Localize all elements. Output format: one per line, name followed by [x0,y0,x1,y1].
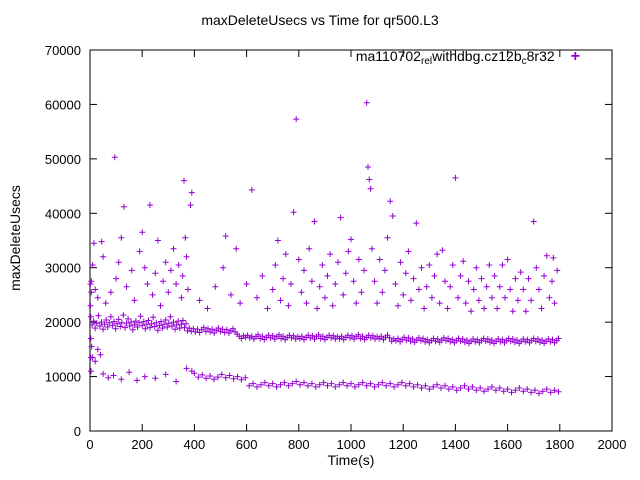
legend-label-part: 8r32 [526,48,555,64]
svg-text:10000: 10000 [45,370,81,385]
legend-label-part-sub: rel [420,56,433,67]
svg-text:400: 400 [184,437,206,452]
svg-text:800: 800 [288,437,310,452]
legend-label-part-sub: c [521,56,527,67]
svg-text:200: 200 [131,437,153,452]
legend-label-part: withdbg.cz12b [432,48,522,64]
legend: ma110702relwithdbg.cz12bc8r32 + [356,48,580,67]
svg-text:60000: 60000 [45,97,81,112]
svg-text:0: 0 [86,437,93,452]
svg-text:70000: 70000 [45,43,81,58]
chart-title: maxDeleteUsecs vs Time for qr500.L3 [201,12,439,28]
legend-label-part: ma110702 [355,48,421,64]
svg-text:50000: 50000 [45,152,81,167]
svg-text:2000: 2000 [598,437,627,452]
svg-text:0: 0 [74,424,81,439]
svg-text:1800: 1800 [545,437,574,452]
x-axis-label: Time(s) [327,452,375,468]
svg-text:1000: 1000 [337,437,366,452]
svg-text:1600: 1600 [493,437,522,452]
svg-text:40000: 40000 [45,206,81,221]
svg-text:1200: 1200 [389,437,418,452]
y-axis-label: maxDeleteUsecs [7,185,23,291]
svg-text:30000: 30000 [45,261,81,276]
legend-marker-icon: + [570,48,580,65]
svg-text:600: 600 [236,437,258,452]
svg-text:20000: 20000 [45,315,81,330]
svg-text:1400: 1400 [441,437,470,452]
